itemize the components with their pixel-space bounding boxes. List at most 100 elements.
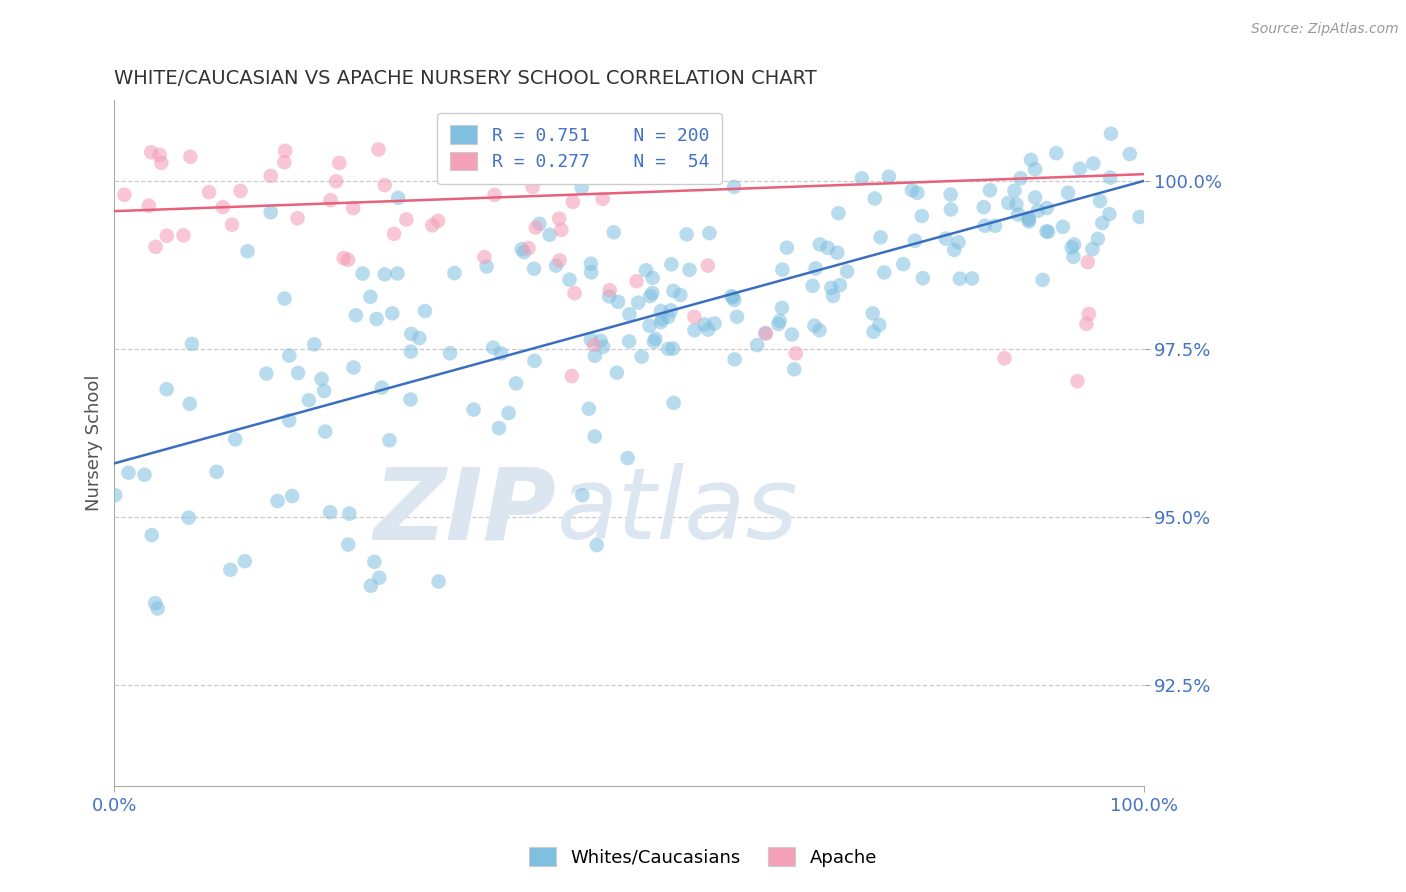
- Point: [863, 192, 886, 206]
- Legend: Whites/Caucasians, Apache: Whites/Caucasians, Apache: [522, 840, 884, 874]
- Point: [725, 310, 748, 324]
- Point: [149, 148, 172, 162]
- Point: [156, 382, 179, 396]
- Point: [420, 219, 443, 233]
- Text: ZIP: ZIP: [374, 463, 557, 560]
- Point: [1010, 171, 1032, 186]
- Point: [538, 227, 561, 242]
- Point: [1005, 197, 1028, 211]
- Point: [607, 294, 630, 309]
- Point: [287, 211, 309, 226]
- Point: [901, 183, 924, 197]
- Point: [475, 260, 498, 274]
- Point: [1007, 208, 1029, 222]
- Point: [948, 235, 970, 250]
- Point: [427, 214, 450, 228]
- Point: [1066, 374, 1088, 388]
- Point: [851, 171, 873, 186]
- Point: [489, 346, 512, 360]
- Point: [659, 303, 682, 318]
- Point: [544, 259, 567, 273]
- Point: [352, 267, 374, 281]
- Point: [104, 488, 127, 502]
- Point: [522, 180, 544, 194]
- Point: [661, 257, 683, 271]
- Point: [827, 245, 849, 260]
- Point: [332, 251, 354, 265]
- Point: [550, 223, 572, 237]
- Point: [219, 563, 242, 577]
- Point: [693, 318, 716, 332]
- Point: [344, 308, 367, 322]
- Point: [589, 334, 612, 348]
- Point: [378, 434, 401, 448]
- Point: [180, 337, 202, 351]
- Point: [755, 326, 778, 341]
- Point: [683, 323, 706, 337]
- Point: [662, 284, 685, 298]
- Point: [1035, 224, 1057, 238]
- Point: [808, 237, 831, 252]
- Point: [662, 396, 685, 410]
- Point: [627, 295, 650, 310]
- Point: [524, 220, 547, 235]
- Text: Source: ZipAtlas.com: Source: ZipAtlas.com: [1251, 22, 1399, 37]
- Point: [1057, 186, 1080, 200]
- Point: [911, 271, 934, 285]
- Point: [278, 413, 301, 427]
- Point: [868, 318, 890, 332]
- Y-axis label: Nursery School: Nursery School: [86, 375, 103, 511]
- Point: [342, 201, 364, 215]
- Point: [696, 259, 718, 273]
- Point: [381, 306, 404, 320]
- Point: [683, 310, 706, 324]
- Point: [558, 273, 581, 287]
- Point: [862, 306, 884, 320]
- Point: [703, 317, 725, 331]
- Point: [319, 193, 342, 207]
- Point: [179, 397, 201, 411]
- Point: [266, 494, 288, 508]
- Point: [619, 307, 641, 321]
- Point: [769, 314, 792, 328]
- Point: [651, 312, 673, 326]
- Point: [1088, 194, 1111, 208]
- Point: [408, 331, 430, 345]
- Point: [368, 571, 391, 585]
- Point: [572, 120, 595, 134]
- Point: [439, 149, 461, 163]
- Point: [117, 466, 139, 480]
- Text: atlas: atlas: [557, 463, 799, 560]
- Point: [1062, 250, 1084, 264]
- Point: [513, 245, 536, 260]
- Point: [229, 184, 252, 198]
- Point: [585, 538, 607, 552]
- Point: [592, 192, 614, 206]
- Point: [314, 425, 336, 439]
- Point: [626, 274, 648, 288]
- Point: [561, 369, 583, 384]
- Point: [281, 489, 304, 503]
- Point: [579, 257, 602, 271]
- Point: [517, 241, 540, 255]
- Point: [598, 289, 620, 303]
- Point: [973, 219, 995, 233]
- Point: [141, 145, 163, 160]
- Point: [723, 352, 745, 367]
- Point: [801, 278, 824, 293]
- Point: [529, 217, 551, 231]
- Point: [823, 289, 845, 303]
- Point: [439, 346, 461, 360]
- Point: [723, 179, 745, 194]
- Point: [337, 252, 360, 267]
- Point: [505, 376, 527, 391]
- Point: [592, 340, 614, 354]
- Point: [1099, 127, 1122, 141]
- Point: [1018, 213, 1040, 227]
- Point: [260, 169, 283, 183]
- Point: [179, 150, 201, 164]
- Point: [643, 334, 665, 349]
- Point: [586, 154, 609, 169]
- Point: [156, 228, 179, 243]
- Point: [177, 510, 200, 524]
